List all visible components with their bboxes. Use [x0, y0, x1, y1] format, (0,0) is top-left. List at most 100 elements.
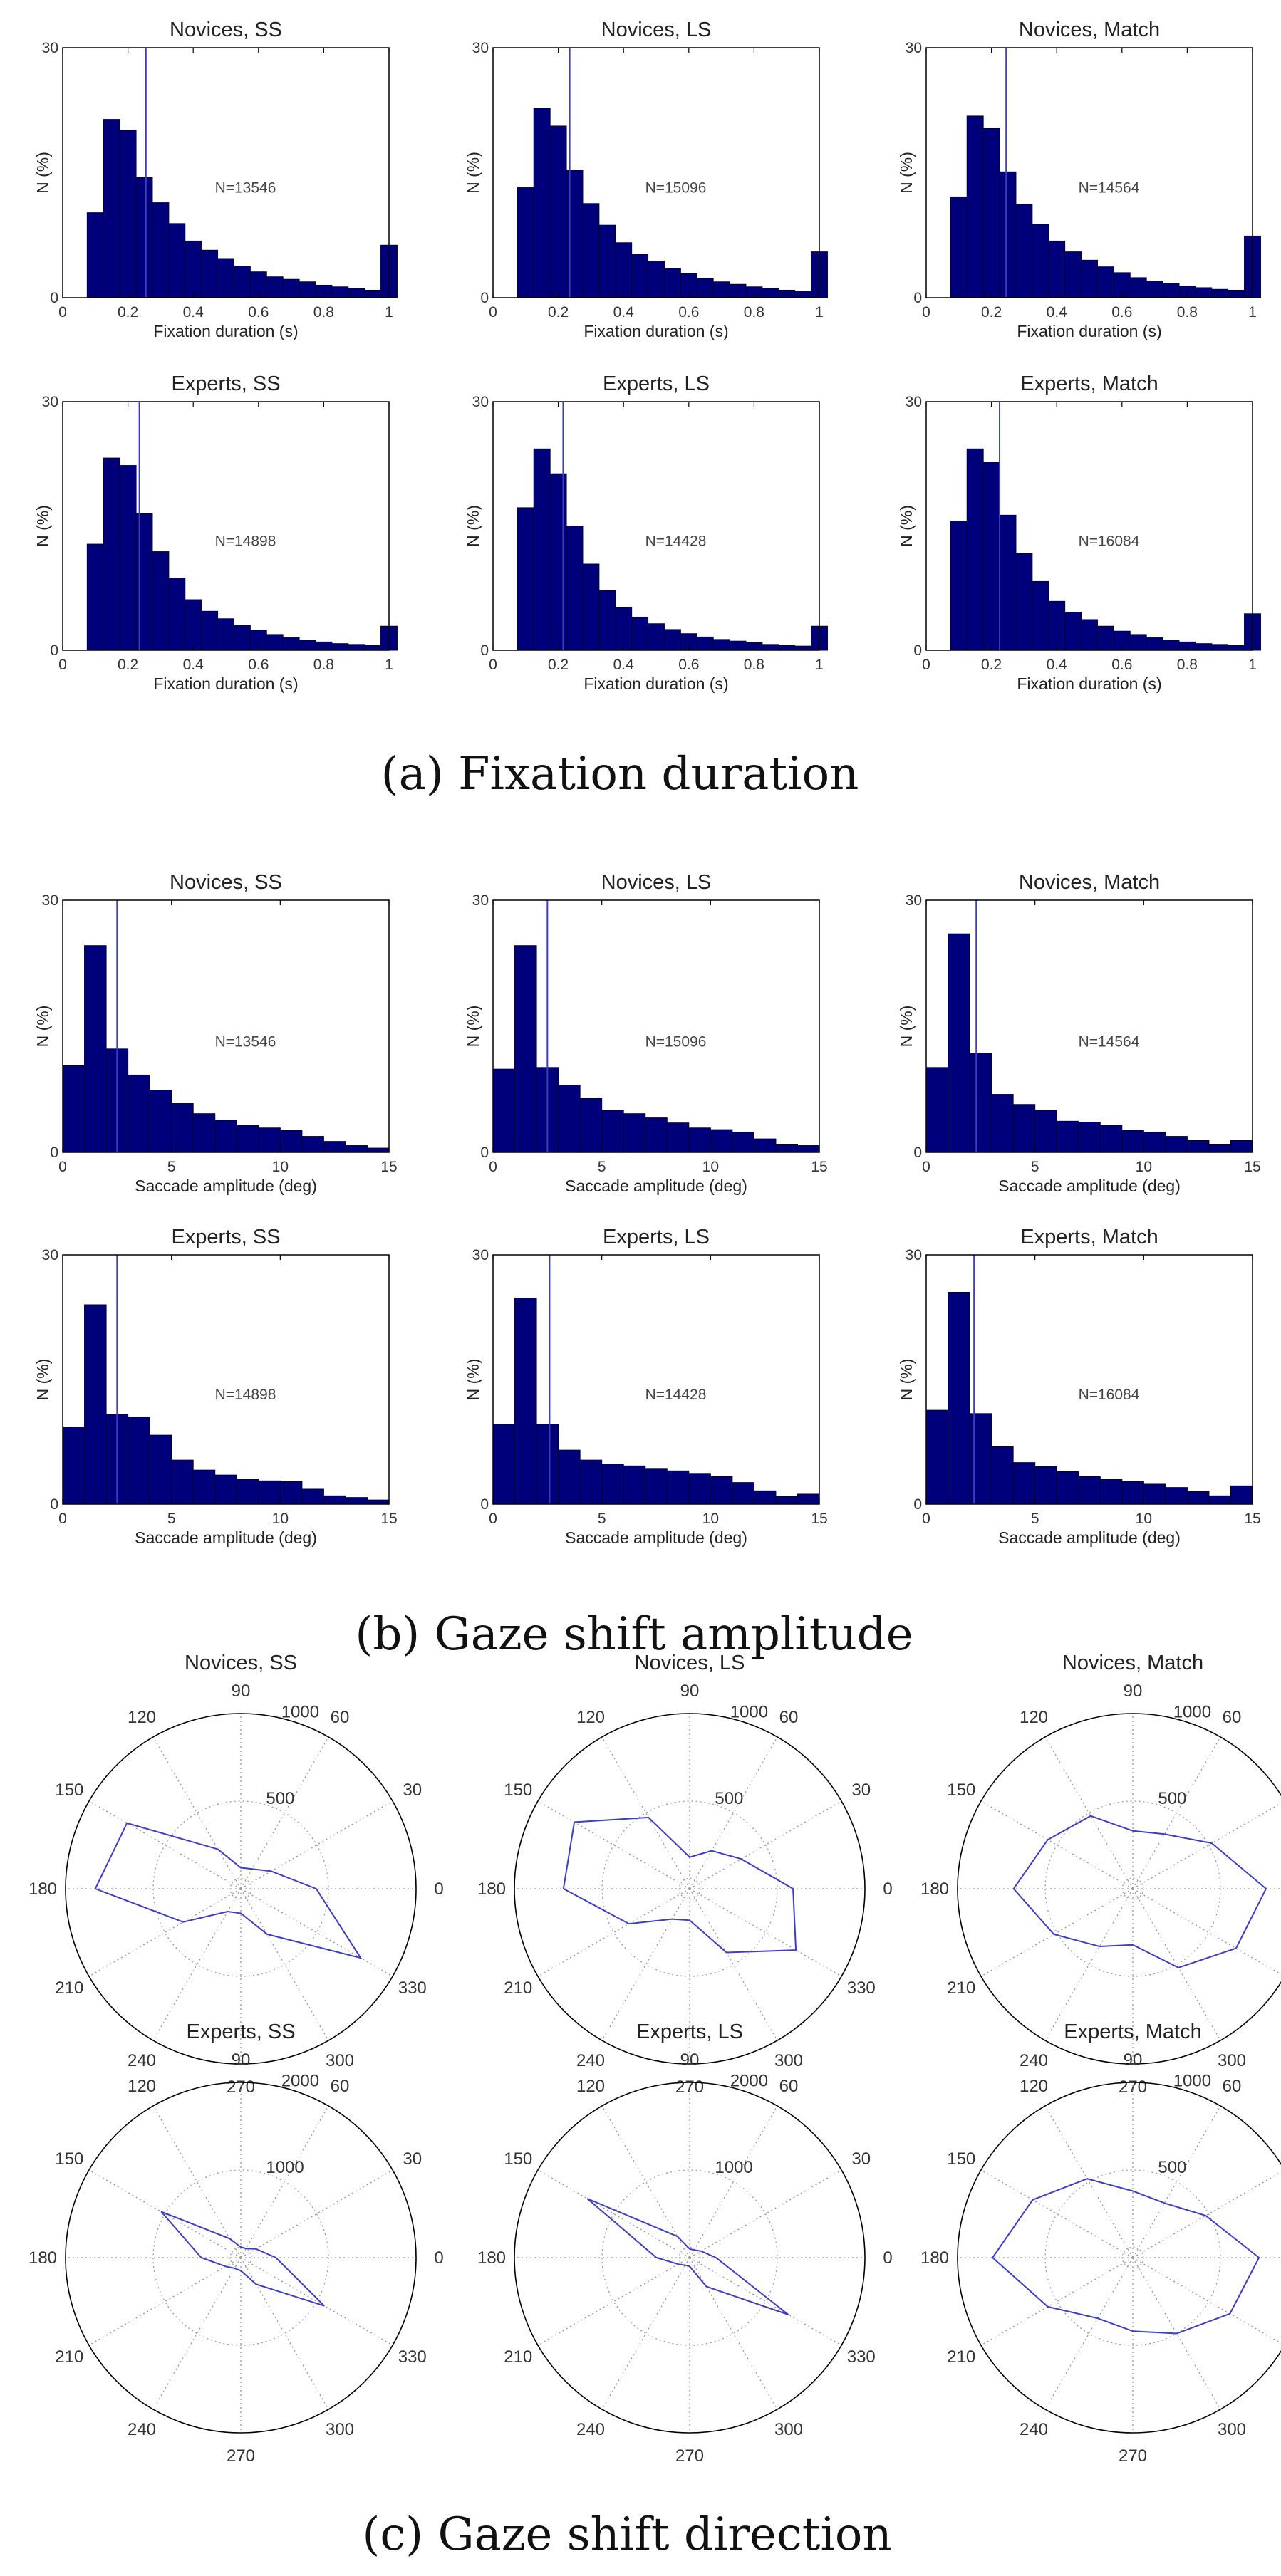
- polar-angle-label: 0: [883, 1879, 892, 1899]
- histogram-panel: 0 0.2 0.4 0.6 0.8 1 0 30 Experts, Match Fixation …: [897, 372, 1261, 693]
- histogram-bar: [558, 1085, 581, 1153]
- panel-title: Experts, LS: [603, 1226, 710, 1248]
- histogram-bar: [623, 1113, 646, 1153]
- polar-panel: 0 30 60 90 120 150 180 210 240 270 300 330 500 1000 No…: [477, 1652, 893, 2097]
- polar-spoke: [240, 1800, 393, 1889]
- polar-outer-circle: [514, 1713, 866, 2065]
- polar-spoke: [240, 1736, 329, 1889]
- y-tick-label: 0: [913, 1144, 922, 1161]
- polar-spoke: [1132, 1803, 1281, 1889]
- polar-spoke: [1044, 1888, 1134, 2041]
- histogram-bar: [762, 644, 779, 651]
- x-axis-label: Saccade amplitude (deg): [998, 1177, 1181, 1195]
- histogram-bar: [266, 634, 284, 651]
- histogram-bar: [323, 1141, 346, 1153]
- histogram-bar: [345, 1497, 368, 1505]
- histogram-bar: [710, 1476, 733, 1505]
- histogram-bar: [533, 448, 551, 651]
- x-tick-label: 0.8: [1177, 657, 1198, 673]
- polar-angle-label: 300: [1218, 2051, 1246, 2070]
- polar-spoke: [689, 2257, 778, 2410]
- polar-spoke: [689, 1800, 842, 1889]
- histogram-bar: [149, 1434, 172, 1505]
- x-tick-label: 0.4: [613, 304, 635, 320]
- x-axis-label: Saccade amplitude (deg): [565, 1177, 747, 1195]
- x-tick-label: 1: [385, 304, 393, 320]
- histogram-bar: [1121, 1130, 1144, 1153]
- panel-title: Experts, Match: [1020, 372, 1158, 395]
- y-tick-label: 30: [906, 892, 922, 909]
- histogram-bar: [925, 1409, 949, 1505]
- histogram-bar: [149, 1090, 172, 1153]
- histogram-bar: [1165, 1487, 1188, 1505]
- x-axis-label: Saccade amplitude (deg): [998, 1528, 1181, 1547]
- histogram-bar: [1143, 1483, 1166, 1505]
- polar-outer-circle: [65, 2082, 417, 2434]
- x-tick-label: 10: [272, 1159, 289, 1175]
- polar-angle-label: 60: [1223, 2077, 1242, 2096]
- x-tick-label: 1: [1248, 304, 1257, 320]
- histogram-panel: 0 5 10 15 0 30 Experts, LS Saccade amplitude (d…: [464, 1226, 828, 1547]
- sample-size-label: N=14428: [645, 533, 707, 549]
- histogram-bar: [517, 187, 534, 298]
- histogram-panel: 0 0.2 0.4 0.6 0.8 1 0 30 Experts, SS Fixation dur…: [33, 372, 398, 693]
- y-axis-label: N (%): [33, 505, 52, 547]
- histogram-bar: [712, 639, 730, 651]
- polar-spoke: [1044, 1736, 1134, 1889]
- x-tick-label: 15: [1244, 1159, 1260, 1175]
- y-tick-label: 0: [913, 642, 922, 659]
- polar-angle-label: 90: [680, 2050, 700, 2070]
- polar-angle-label: 180: [920, 2248, 949, 2268]
- x-tick-label: 0.8: [313, 304, 334, 320]
- histogram-bar: [794, 645, 812, 651]
- histogram-bar: [201, 249, 219, 298]
- polar-ring: [152, 2169, 329, 2346]
- y-tick-label: 30: [906, 1247, 922, 1263]
- histogram-panel: 0 0.2 0.4 0.6 0.8 1 0 30 Experts, LS Fixation dur…: [464, 372, 828, 693]
- polar-ring-label: 1000: [281, 1703, 319, 1722]
- polar-ring-label: 2000: [281, 2072, 319, 2091]
- x-tick-label: 0.2: [548, 657, 569, 673]
- histogram-bar: [753, 1138, 777, 1153]
- polar-center-ring: [678, 1877, 701, 1900]
- histogram-bar: [1081, 259, 1098, 298]
- histogram-bar: [1146, 281, 1163, 298]
- y-tick-label: 0: [480, 290, 489, 306]
- panel-title: Novices, Match: [1019, 19, 1160, 41]
- x-tick-label: 5: [1031, 1159, 1039, 1175]
- polar-angle-label: 180: [477, 2248, 506, 2268]
- polar-data-line: [991, 2178, 1260, 2335]
- y-axis-label: N (%): [464, 1006, 482, 1048]
- histogram-bar: [688, 1473, 711, 1505]
- histogram-bar: [1121, 1481, 1144, 1505]
- histogram-bar: [1012, 1462, 1036, 1505]
- polar-angle-label: 150: [504, 1780, 532, 1800]
- polar-angle-label: 300: [774, 2051, 803, 2070]
- panel-title: Experts, SS: [171, 372, 280, 395]
- histogram-bar: [732, 1482, 754, 1505]
- histogram-bar: [982, 127, 1000, 298]
- x-tick-label: 0: [58, 657, 67, 673]
- histogram-bar: [1129, 277, 1147, 298]
- x-tick-label: 0.2: [118, 657, 138, 673]
- histogram-bar: [948, 1292, 970, 1505]
- histogram-panel: 0 5 10 15 0 30 Experts, Match Saccade amplitude…: [897, 1226, 1261, 1547]
- polar-angle-label: 150: [947, 2149, 975, 2169]
- polar-angle-label: 210: [947, 1978, 975, 1998]
- polar-spoke: [240, 1888, 329, 2041]
- polar-spoke: [152, 2257, 242, 2410]
- polar-angle-label: 30: [403, 2149, 422, 2169]
- histogram-bar: [236, 1125, 259, 1153]
- polar-angle-label: 240: [576, 2420, 605, 2439]
- x-tick-label: 0.8: [744, 304, 764, 320]
- histogram-bar: [1078, 1476, 1101, 1505]
- x-tick-label: 5: [1031, 1511, 1039, 1527]
- histogram-bar: [492, 1424, 516, 1505]
- polar-panel: 0 30 60 90 120 150 180 210 240 270 300 330 1000 2000 E…: [477, 2020, 893, 2466]
- histogram-bar: [696, 278, 714, 298]
- axes-frame: [492, 899, 820, 1153]
- polar-spoke: [1044, 2105, 1134, 2258]
- x-tick-label: 0.8: [744, 657, 764, 673]
- histogram-bar: [601, 1110, 624, 1153]
